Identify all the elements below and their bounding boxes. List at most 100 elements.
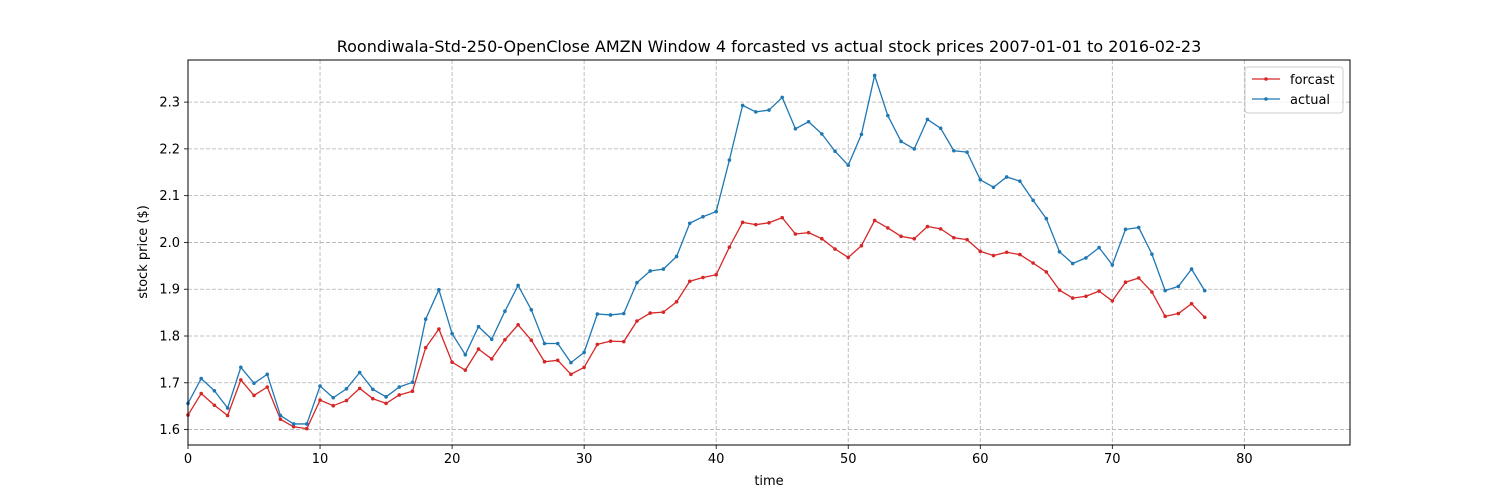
- data-point-actual: [503, 309, 507, 314]
- data-point-forcast: [225, 413, 230, 418]
- y-axis-label: stock price ($): [136, 205, 151, 299]
- data-point-actual: [674, 254, 679, 259]
- y-tick-label: 1.6: [159, 423, 180, 438]
- data-point-forcast: [978, 249, 983, 254]
- data-point-actual: [476, 324, 481, 329]
- data-point-forcast: [1176, 311, 1181, 316]
- data-point-actual: [965, 150, 969, 154]
- x-tick-label: 60: [972, 452, 989, 467]
- data-point-forcast: [437, 327, 441, 331]
- data-point-actual: [1070, 261, 1075, 266]
- legend-marker-actual: [1264, 97, 1268, 101]
- data-point-forcast: [859, 243, 864, 248]
- data-point-forcast: [872, 218, 877, 223]
- y-tick-label: 2.2: [159, 142, 180, 157]
- data-point-actual: [371, 387, 375, 392]
- data-point-actual: [384, 395, 388, 399]
- data-point-actual: [621, 311, 626, 316]
- data-point-actual: [1031, 198, 1035, 203]
- data-point-forcast: [318, 398, 322, 402]
- data-point-forcast: [357, 386, 362, 391]
- data-point-forcast: [476, 347, 481, 351]
- data-point-actual: [225, 406, 230, 410]
- legend: forcast actual: [1244, 66, 1344, 114]
- data-point-actual: [833, 149, 837, 154]
- data-point-forcast: [621, 339, 626, 344]
- data-point-actual: [555, 341, 560, 346]
- data-point-forcast: [331, 403, 336, 408]
- data-point-actual: [1189, 267, 1194, 271]
- data-point-forcast: [239, 378, 243, 382]
- data-point-actual: [978, 177, 983, 182]
- data-point-forcast: [780, 215, 784, 220]
- data-point-forcast: [899, 234, 903, 239]
- data-point-actual: [265, 372, 270, 377]
- data-point-actual: [1084, 256, 1088, 260]
- data-point-forcast: [291, 424, 296, 429]
- data-point-forcast: [199, 391, 203, 396]
- data-point-forcast: [1189, 301, 1194, 306]
- data-point-forcast: [529, 338, 534, 343]
- x-tick-label: 70: [1104, 452, 1121, 467]
- data-point-forcast: [846, 255, 851, 260]
- data-point-forcast: [991, 253, 996, 258]
- data-point-actual: [1176, 284, 1181, 289]
- data-point-forcast: [912, 236, 917, 241]
- y-tick-label: 2.0: [159, 236, 180, 251]
- data-point-forcast: [1202, 315, 1207, 320]
- data-point-actual: [331, 395, 336, 400]
- data-point-forcast: [793, 232, 798, 236]
- data-point-forcast: [1044, 270, 1049, 274]
- data-point-actual: [529, 308, 534, 312]
- data-point-actual: [886, 113, 890, 118]
- x-tick-label: 80: [1236, 452, 1253, 467]
- data-point-forcast: [806, 230, 811, 235]
- data-point-forcast: [569, 372, 573, 377]
- data-point-actual: [397, 385, 402, 389]
- data-point-actual: [1123, 227, 1128, 232]
- data-point-actual: [1202, 288, 1207, 293]
- y-tick-label: 1.8: [159, 330, 180, 345]
- y-axis-ticks: 1.6 1.7 1.8 1.9 2.0 2.1 2.2 2.3: [159, 96, 188, 438]
- data-point-forcast: [489, 357, 494, 361]
- data-point-forcast: [674, 300, 679, 304]
- data-point-actual: [239, 365, 243, 370]
- data-point-forcast: [754, 222, 758, 227]
- data-point-actual: [608, 313, 613, 317]
- data-point-forcast: [1031, 261, 1035, 265]
- data-point-forcast: [1070, 296, 1075, 300]
- data-point-actual: [952, 148, 956, 153]
- x-tick-label: 20: [444, 452, 461, 467]
- data-point-actual: [780, 95, 784, 100]
- data-point-forcast: [252, 393, 256, 398]
- data-point-actual: [1057, 250, 1062, 254]
- data-point-forcast: [1110, 299, 1115, 303]
- data-point-actual: [278, 413, 283, 418]
- data-point-actual: [582, 350, 586, 355]
- data-point-actual: [740, 103, 745, 108]
- data-point-forcast: [886, 226, 890, 230]
- plot-frame: [187, 59, 1351, 446]
- y-tick-label: 1.9: [159, 283, 180, 298]
- data-point-actual: [489, 337, 494, 342]
- series-actual: [186, 73, 1207, 426]
- data-point-actual: [859, 132, 864, 137]
- data-point-forcast: [384, 401, 388, 406]
- data-point-actual: [252, 381, 256, 386]
- data-point-actual: [1163, 288, 1167, 293]
- data-point-forcast: [714, 272, 718, 277]
- data-point-forcast: [1004, 250, 1009, 255]
- data-point-forcast: [1084, 294, 1088, 299]
- data-point-forcast: [542, 359, 547, 364]
- x-tick-label: 0: [184, 452, 192, 467]
- data-point-actual: [595, 312, 600, 316]
- plot-area: [188, 60, 1350, 445]
- data-point-forcast: [503, 337, 507, 342]
- x-tick-label: 40: [708, 452, 725, 467]
- data-point-forcast: [767, 220, 771, 225]
- data-point-forcast: [371, 396, 375, 401]
- y-tick-label: 1.7: [159, 376, 180, 391]
- data-point-forcast: [938, 227, 943, 231]
- x-tick-label: 10: [312, 452, 329, 467]
